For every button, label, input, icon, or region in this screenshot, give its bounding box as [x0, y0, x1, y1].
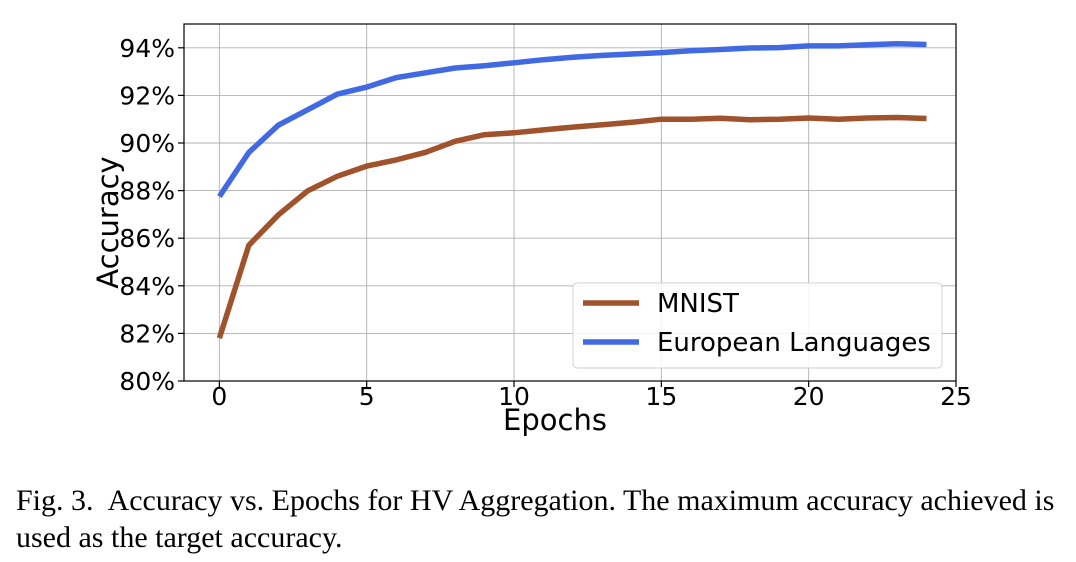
legend-label: MNIST: [657, 289, 739, 319]
y-tick-label: 82%: [119, 319, 175, 348]
x-tick-label: 0: [211, 382, 227, 411]
x-tick-label: 15: [645, 382, 677, 411]
x-tick-label: 25: [940, 382, 972, 411]
axis-ticks: 0 5 10 15 20 25 80% 82% 84% 86% 88% 90% 92% 94%: [119, 34, 971, 411]
y-tick-label: 86%: [119, 224, 175, 253]
legend-label: European Languages: [657, 328, 931, 358]
x-tick-label: 20: [793, 382, 825, 411]
figure-number: Fig. 3.: [16, 484, 94, 517]
legend: MNIST European Languages: [572, 282, 943, 369]
figure-caption: Fig. 3. Accuracy vs. Epochs for HV Aggreg…: [16, 482, 1056, 556]
series-lines: [216, 41, 927, 340]
x-tick-label: 10: [498, 382, 530, 411]
series-line-european-languages: [217, 41, 927, 199]
plot-area: [183, 23, 957, 382]
y-tick-label: 90%: [119, 129, 175, 158]
x-axis-title: Epochs: [503, 403, 607, 437]
y-tick-label: 94%: [119, 34, 175, 63]
y-tick-label: 88%: [119, 177, 175, 206]
legend-box: [572, 282, 943, 369]
y-tick-label: 84%: [119, 272, 175, 301]
series-line-mnist: [216, 114, 927, 340]
y-tick-label: 80%: [119, 367, 175, 396]
accuracy-chart: 0 5 10 15 20 25 80% 82% 84% 86% 88% 90% 92% 94% Epoch…: [91, 23, 972, 437]
y-axis-title: Accuracy: [91, 156, 125, 288]
x-tick-label: 5: [359, 382, 375, 411]
grid: [184, 24, 956, 381]
caption-text: Accuracy vs. Epochs for HV Aggregation. …: [16, 484, 1055, 554]
y-tick-label: 92%: [119, 81, 175, 110]
